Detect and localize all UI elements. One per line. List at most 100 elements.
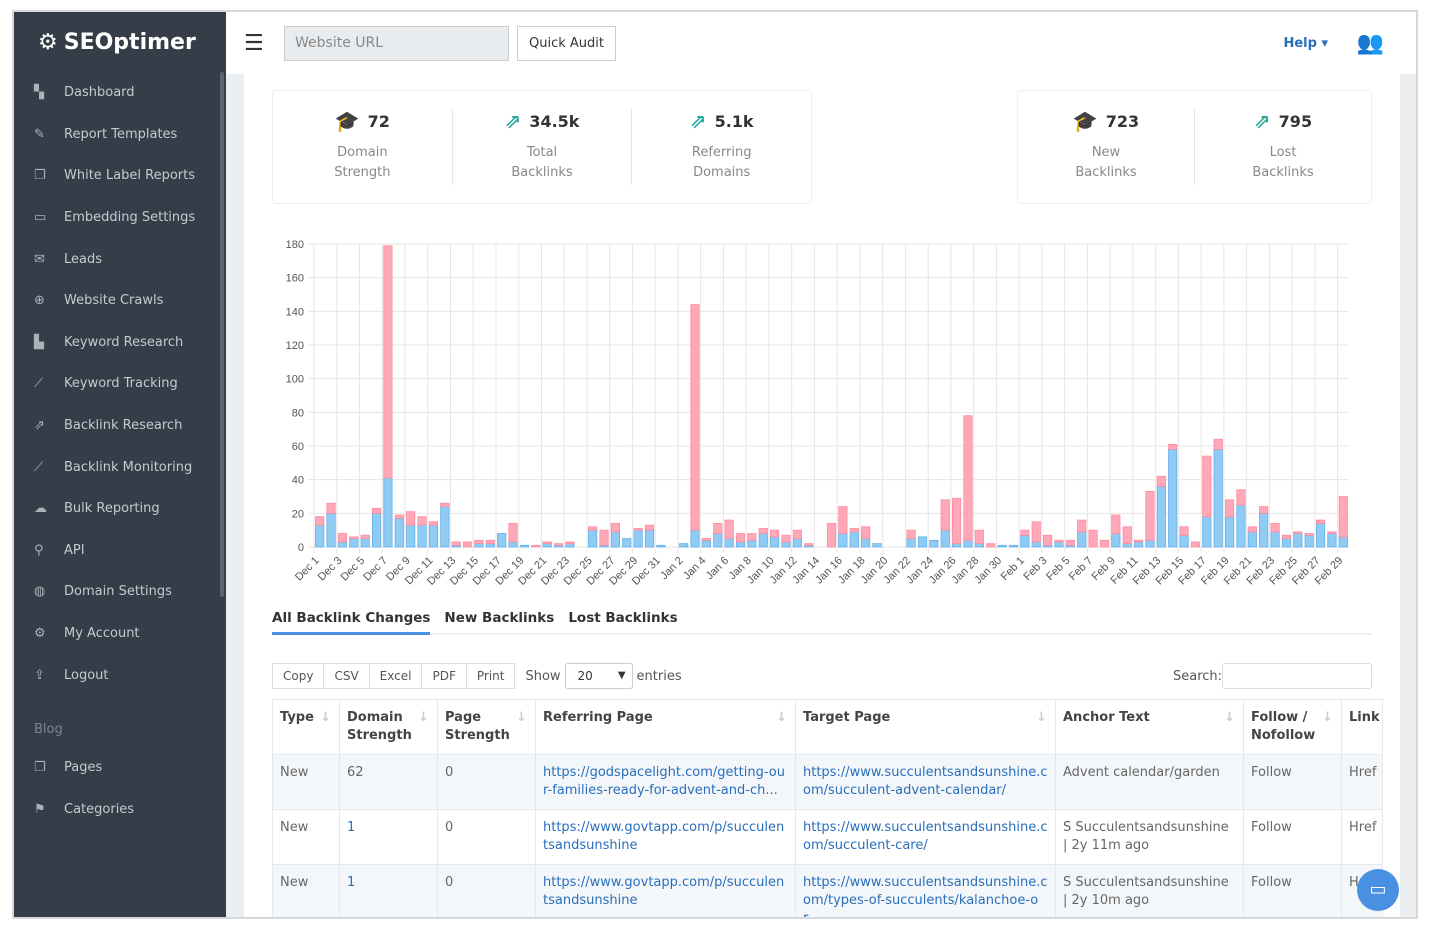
column-header-type[interactable]: Type ↓: [272, 699, 340, 755]
bar-series1-feb-19: [1224, 516, 1235, 548]
sidebar-item-website-crawls[interactable]: ⊕ Website Crawls: [14, 280, 226, 322]
bar-series1-dec-19: [519, 544, 529, 548]
column-header-label: Follow / Nofollow: [1251, 710, 1316, 743]
column-header-target-page[interactable]: Target Page ↓: [795, 699, 1056, 755]
sidebar-item-leads[interactable]: ✉ Leads: [14, 238, 226, 280]
sidebar-item-api[interactable]: ⚲ API: [14, 530, 226, 572]
column-header-follow-nofollow[interactable]: Follow / Nofollow ↓: [1243, 699, 1342, 755]
bar-series2-feb-24: [1281, 534, 1292, 539]
bar-series2-dec-12: [440, 502, 450, 508]
copy-icon: ❐: [34, 168, 46, 184]
column-header-link-type[interactable]: Link Type: [1341, 699, 1383, 755]
table-cell[interactable]: https://www.govtapp.com/p/succulentsands…: [535, 809, 796, 865]
search-input[interactable]: [1222, 663, 1372, 689]
table-cell[interactable]: https://godspacelight.com/getting-our-fa…: [535, 754, 796, 810]
bar-series2-jan-6: [724, 519, 734, 539]
pdf-button[interactable]: PDF: [421, 663, 467, 689]
bar-series1-dec-5: [360, 538, 370, 548]
csv-button[interactable]: CSV: [323, 663, 370, 689]
sidebar-item-report-templates[interactable]: ✎ Report Templates: [14, 114, 226, 156]
y-tick-label: 20: [292, 508, 304, 520]
bar-series2-feb-17: [1202, 455, 1212, 518]
website-url-input[interactable]: Website URL: [284, 25, 509, 61]
entries-select[interactable]: 20 ▼: [564, 663, 633, 689]
bar-series2-feb-6: [1077, 519, 1087, 533]
tab-new-backlinks[interactable]: New Backlinks: [444, 610, 555, 626]
bar-series2-dec-13: [451, 541, 461, 546]
y-tick-label: 180: [286, 239, 304, 251]
bar-series2-feb-23: [1270, 523, 1280, 533]
sidebar-item-label: Backlink Monitoring: [64, 459, 193, 475]
y-tick-label: 140: [286, 306, 304, 318]
stat-value: 723: [1105, 111, 1140, 131]
sort-arrow-icon[interactable]: ↓: [1036, 710, 1047, 725]
sidebar-item-pages[interactable]: ❐ Pages: [14, 747, 226, 789]
chat-widget-icon[interactable]: ▭: [1357, 869, 1399, 911]
excel-button[interactable]: Excel: [368, 663, 423, 689]
column-header-domain-strength[interactable]: Domain Strength ↓: [339, 699, 438, 755]
print-button[interactable]: Print: [465, 663, 516, 689]
sidebar-item-keyword-tracking[interactable]: ⟋ Keyword Tracking: [14, 363, 226, 405]
bar-series2-dec-3: [337, 533, 348, 543]
bar-series1-jan-27: [963, 539, 973, 548]
globe-icon: ◍: [34, 584, 46, 600]
sidebar-item-backlink-research[interactable]: ⇗ Backlink Research: [14, 405, 226, 447]
sort-arrow-icon[interactable]: ↓: [320, 710, 331, 725]
hamburger-menu-icon[interactable]: ☰: [244, 30, 264, 56]
sidebar-item-categories[interactable]: ⚑ Categories: [14, 789, 226, 831]
table-cell: New: [272, 754, 340, 810]
sidebar-item-backlink-monitoring[interactable]: ⟋ Backlink Monitoring: [14, 446, 226, 488]
bar-series1-jan-26: [952, 543, 962, 548]
table-cell[interactable]: https://www.succulentsandsunshine.com/su…: [795, 754, 1056, 810]
main-content: 🎓 72 Domain Strength ⇗ 34.5k Total Backlinks ⇗ 5.…: [244, 74, 1400, 917]
sort-arrow-icon[interactable]: ↓: [1322, 710, 1333, 725]
sort-arrow-icon[interactable]: ↓: [516, 710, 527, 725]
copy-button[interactable]: Copy: [272, 663, 325, 689]
table-cell[interactable]: https://www.succulentsandsunshine.com/ty…: [795, 864, 1056, 917]
table-cell[interactable]: https://www.succulentsandsunshine.com/su…: [795, 809, 1056, 865]
bar-series2-dec-4: [349, 536, 359, 539]
sidebar-item-dashboard[interactable]: ▚ Dashboard: [14, 72, 226, 114]
stat-label: Domain: [337, 145, 388, 160]
tab-lost-backlinks[interactable]: Lost Backlinks: [568, 610, 678, 626]
table-cell: Href: [1341, 754, 1383, 810]
sidebar-item-label: My Account: [64, 626, 140, 642]
bar-series1-feb-1: [1020, 534, 1030, 548]
sort-arrow-icon[interactable]: ↓: [418, 710, 429, 725]
column-header-label: Link Type: [1349, 710, 1382, 725]
bar-series2-feb-18: [1213, 438, 1223, 450]
sidebar-item-keyword-research[interactable]: ▙ Keyword Research: [14, 322, 226, 364]
column-header-referring-page[interactable]: Referring Page ↓: [535, 699, 796, 755]
stat-label: Backlinks: [1075, 165, 1137, 180]
help-dropdown[interactable]: Help ▾: [1283, 35, 1328, 51]
sort-arrow-icon[interactable]: ↓: [776, 710, 787, 725]
stat-label: Domains: [693, 165, 751, 180]
sidebar-item-bulk-reporting[interactable]: ☁ Bulk Reporting: [14, 488, 226, 530]
entries-label: entries: [636, 668, 682, 684]
x-tick-label: Feb 7: [1067, 555, 1095, 583]
sidebar-item-embedding-settings[interactable]: ▭ Embedding Settings: [14, 197, 226, 239]
sort-arrow-icon[interactable]: ↓: [1224, 710, 1235, 725]
bar-series2-jan-11: [781, 534, 791, 543]
bar-series1-dec-16: [485, 543, 495, 548]
bar-series1-feb-25: [1293, 533, 1303, 548]
bar-series2-jan-15: [826, 523, 837, 548]
column-header-anchor-text[interactable]: Anchor Text ↓: [1055, 699, 1244, 755]
bar-series2-feb-20: [1236, 489, 1246, 506]
sidebar-item-domain-settings[interactable]: ◍ Domain Settings: [14, 571, 226, 613]
tab-all-backlink-changes[interactable]: All Backlink Changes: [272, 610, 431, 635]
user-account-icon[interactable]: 👥: [1356, 30, 1384, 56]
column-header-label: Page Strength: [445, 710, 510, 743]
logo[interactable]: ⚙ SEOptimer: [14, 12, 226, 72]
bar-series2-jan-10: [770, 529, 780, 538]
sidebar-item-logout[interactable]: ⇪ Logout: [14, 654, 226, 696]
y-tick-label: 60: [292, 441, 304, 453]
column-header-page-strength[interactable]: Page Strength ↓: [437, 699, 536, 755]
sidebar-item-my-account[interactable]: ⚙ My Account: [14, 613, 226, 655]
quick-audit-button[interactable]: Quick Audit: [517, 25, 616, 61]
sidebar-item-white-label-reports[interactable]: ❐ White Label Reports: [14, 155, 226, 197]
bar-series1-dec-7: [383, 477, 393, 548]
bar-series1-dec-23: [565, 543, 575, 548]
sidebar-scrollbar[interactable]: [220, 72, 224, 597]
table-cell[interactable]: https://www.govtapp.com/p/succulentsands…: [535, 864, 796, 917]
